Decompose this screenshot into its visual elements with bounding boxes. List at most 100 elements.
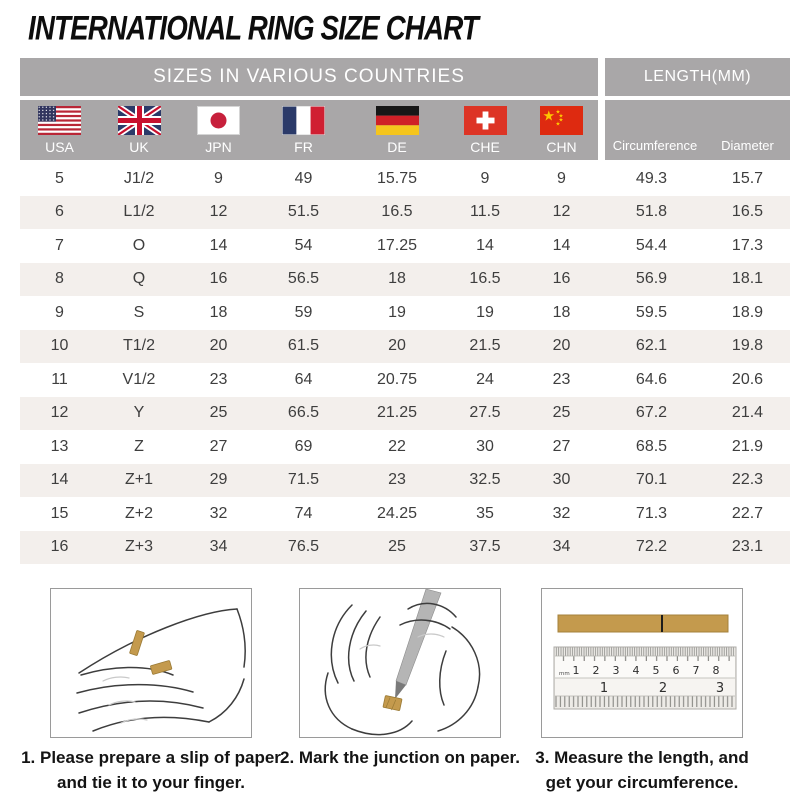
- table-cell: Z+1: [124, 471, 153, 489]
- svg-text:★: ★: [543, 108, 556, 124]
- table-row: 16 Z+3 34 76.5 25 37.5 34 72.2 23.1: [20, 530, 790, 564]
- caption-line: 2. Mark the junction on paper.: [280, 748, 520, 767]
- table-cell: Z+3: [124, 538, 153, 556]
- table-cell: 20: [388, 337, 406, 355]
- svg-text:1: 1: [600, 681, 608, 696]
- svg-text:★: ★: [556, 121, 561, 128]
- svg-text:2: 2: [659, 681, 667, 696]
- table-cell: 51.5: [287, 203, 320, 221]
- table-row: 5 J1/2 9 49 15.75 9 9 49.3 15.7: [20, 162, 790, 196]
- country-label: USA: [45, 139, 74, 155]
- circumference-column-header: Circumference: [612, 138, 698, 153]
- svg-text:★: ★: [559, 113, 564, 120]
- column-uk: UK: [99, 100, 179, 160]
- column-usa: USA: [20, 100, 99, 160]
- table-cell: 30: [552, 471, 571, 489]
- table-cell: 11: [51, 370, 68, 388]
- table-cell: 12: [50, 404, 69, 422]
- country-label: UK: [129, 139, 149, 155]
- ruler: 1 2 3 4 5 6 7 8 mm 1 2 3: [553, 646, 737, 710]
- table-cell: 49: [294, 169, 313, 187]
- caption-line: 3. Measure the length, and: [535, 748, 749, 767]
- table-cell: S: [133, 303, 145, 321]
- table-cell: 9: [214, 169, 223, 187]
- table-cell: O: [132, 236, 146, 254]
- ring-size-table: 5 J1/2 9 49 15.75 9 9 49.3 15.7 6 L1/2 12 51.5 16.5 11…: [20, 162, 790, 564]
- table-cell: 14: [552, 236, 571, 254]
- table-cell: 11.5: [470, 203, 500, 221]
- header-length-mm: LENGTH(MM): [605, 58, 790, 96]
- caption-line: 1. Please prepare a slip of paper: [21, 748, 281, 767]
- country-label: JPN: [205, 139, 232, 155]
- japan-flag-icon: [197, 106, 240, 135]
- table-cell: 27: [209, 437, 228, 455]
- table-cell: 76.5: [287, 538, 320, 556]
- table-cell: 14: [50, 471, 69, 489]
- header-sizes-in-various-countries: SIZES IN VARIOUS COUNTRIES: [20, 58, 598, 96]
- table-cell: 16.5: [469, 270, 501, 288]
- table-cell: 49.3: [635, 169, 668, 187]
- table-cell: 12: [209, 203, 228, 221]
- table-cell: 20.6: [731, 370, 764, 388]
- step2-illustration-box: [299, 588, 501, 738]
- table-row: 14 Z+1 29 71.5 23 32.5 30 70.1 22.3: [20, 463, 790, 497]
- table-cell: 20.75: [376, 370, 418, 388]
- table-cell: 16: [209, 270, 228, 288]
- table-cell: 16: [552, 270, 571, 288]
- step3-illustration-box: 1 2 3 4 5 6 7 8 mm 1 2 3: [541, 588, 743, 738]
- column-chn: ★ ★ ★ ★ ★ CHN: [525, 100, 598, 160]
- table-cell: 25: [209, 404, 228, 422]
- table-cell: V1/2: [122, 370, 156, 388]
- table-cell: 23.1: [731, 538, 764, 556]
- table-cell: 18.9: [731, 303, 764, 321]
- table-cell: 9: [557, 169, 566, 187]
- table-cell: 24: [476, 370, 494, 388]
- table-row: 7 O 14 54 17.25 14 14 54.4 17.3: [20, 229, 790, 263]
- country-label: CHN: [546, 139, 577, 155]
- table-cell: 34: [552, 538, 571, 556]
- header-divider: [598, 58, 605, 96]
- table-cell: 74: [294, 504, 313, 522]
- table-cell: 30: [476, 437, 494, 455]
- table-cell: 56.5: [287, 270, 320, 288]
- table-cell: 32: [209, 504, 228, 522]
- table-cell: 23: [388, 471, 406, 489]
- ruler-measure-illustration: 1 2 3 4 5 6 7 8 mm 1 2 3: [553, 614, 737, 710]
- table-cell: 23: [552, 370, 571, 388]
- table-cell: 51.8: [635, 203, 668, 221]
- china-flag-icon: ★ ★ ★ ★ ★: [540, 106, 583, 135]
- table-cell: 25: [388, 538, 406, 556]
- table-cell: 17.25: [376, 236, 418, 254]
- table-cell: 29: [209, 471, 228, 489]
- table-cell: 9: [55, 303, 64, 321]
- ruler-unit-label: mm: [559, 671, 570, 677]
- svg-text:1: 1: [573, 664, 580, 677]
- table-cell: 16.5: [731, 203, 764, 221]
- table-cell: 20: [552, 337, 571, 355]
- step1-caption: 1. Please prepare a slip of paper and ti…: [20, 746, 282, 795]
- table-cell: 21.25: [376, 404, 418, 422]
- table-cell: 13: [50, 437, 69, 455]
- column-de: DE: [349, 100, 445, 160]
- table-cell: Q: [132, 270, 146, 288]
- table-cell: 59: [294, 303, 313, 321]
- table-cell: 8: [55, 270, 64, 288]
- table-cell: 25: [552, 404, 571, 422]
- table-cell: 27.5: [469, 404, 501, 422]
- table-cell: 34: [209, 538, 228, 556]
- table-cell: L1/2: [123, 203, 155, 221]
- step3-caption: 3. Measure the length, and get your circ…: [511, 746, 773, 795]
- table-cell: 71.5: [287, 471, 320, 489]
- svg-text:★: ★: [556, 109, 561, 116]
- table-cell: 10: [50, 337, 69, 355]
- table-cell: 19: [388, 303, 406, 321]
- table-cell: 68.5: [635, 437, 668, 455]
- table-cell: J1/2: [123, 169, 155, 187]
- table-cell: 12: [552, 203, 571, 221]
- france-flag-icon: [282, 106, 325, 135]
- table-cell: 14: [476, 236, 494, 254]
- instruction-step-2: 2. Mark the junction on paper.: [269, 588, 531, 771]
- country-label: FR: [294, 139, 313, 155]
- table-cell: Z: [134, 437, 144, 455]
